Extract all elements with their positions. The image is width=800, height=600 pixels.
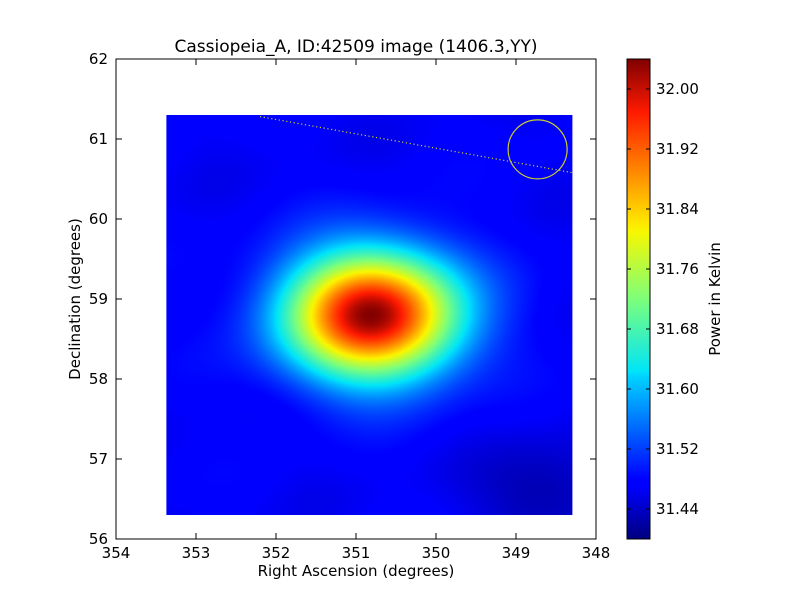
x-tick-label: 349 — [502, 544, 531, 562]
colorbar-label: Power in Kelvin — [706, 242, 724, 356]
x-tick-label: 353 — [182, 544, 211, 562]
colorbar-tick-label: 31.92 — [656, 140, 699, 158]
colorbar-ticks: 32.00 31.92 31.84 31.76 31.68 31.60 31.52 31.44 — [627, 80, 699, 518]
y-tick-label: 62 — [89, 50, 108, 68]
y-axis-label: Declination (degrees) — [66, 218, 84, 380]
colorbar-tick-label: 31.76 — [656, 260, 699, 278]
beam-circle — [507, 119, 568, 180]
colorbar-tick-label: 31.52 — [656, 440, 699, 458]
colorbar-tick-label: 31.60 — [656, 380, 699, 398]
y-tick-label: 59 — [89, 290, 108, 308]
colorbar-tick-label: 31.44 — [656, 500, 699, 518]
y-axis-ticks: 62 61 60 59 58 57 56 — [89, 50, 596, 548]
y-tick-label: 56 — [89, 530, 108, 548]
y-tick-label: 60 — [89, 210, 108, 228]
colorbar-tick-label: 31.84 — [656, 200, 699, 218]
heatmap-image — [166, 115, 573, 515]
x-axis-ticks: 354 353 352 351 350 349 348 — [102, 59, 611, 562]
x-tick-label: 348 — [582, 544, 611, 562]
x-tick-label: 354 — [102, 544, 131, 562]
colorbar-tick-label: 31.68 — [656, 320, 699, 338]
x-tick-label: 352 — [262, 544, 291, 562]
x-tick-label: 351 — [342, 544, 371, 562]
y-tick-label: 61 — [89, 130, 108, 148]
chart-title: Cassiopeia_A, ID:42509 image (1406.3,YY) — [174, 37, 537, 57]
colorbar — [626, 58, 651, 540]
x-tick-label: 350 — [422, 544, 451, 562]
colorbar-tick-label: 32.00 — [656, 80, 699, 98]
y-tick-label: 57 — [89, 450, 108, 468]
y-tick-label: 58 — [89, 370, 108, 388]
x-axis-label: Right Ascension (degrees) — [258, 562, 455, 580]
